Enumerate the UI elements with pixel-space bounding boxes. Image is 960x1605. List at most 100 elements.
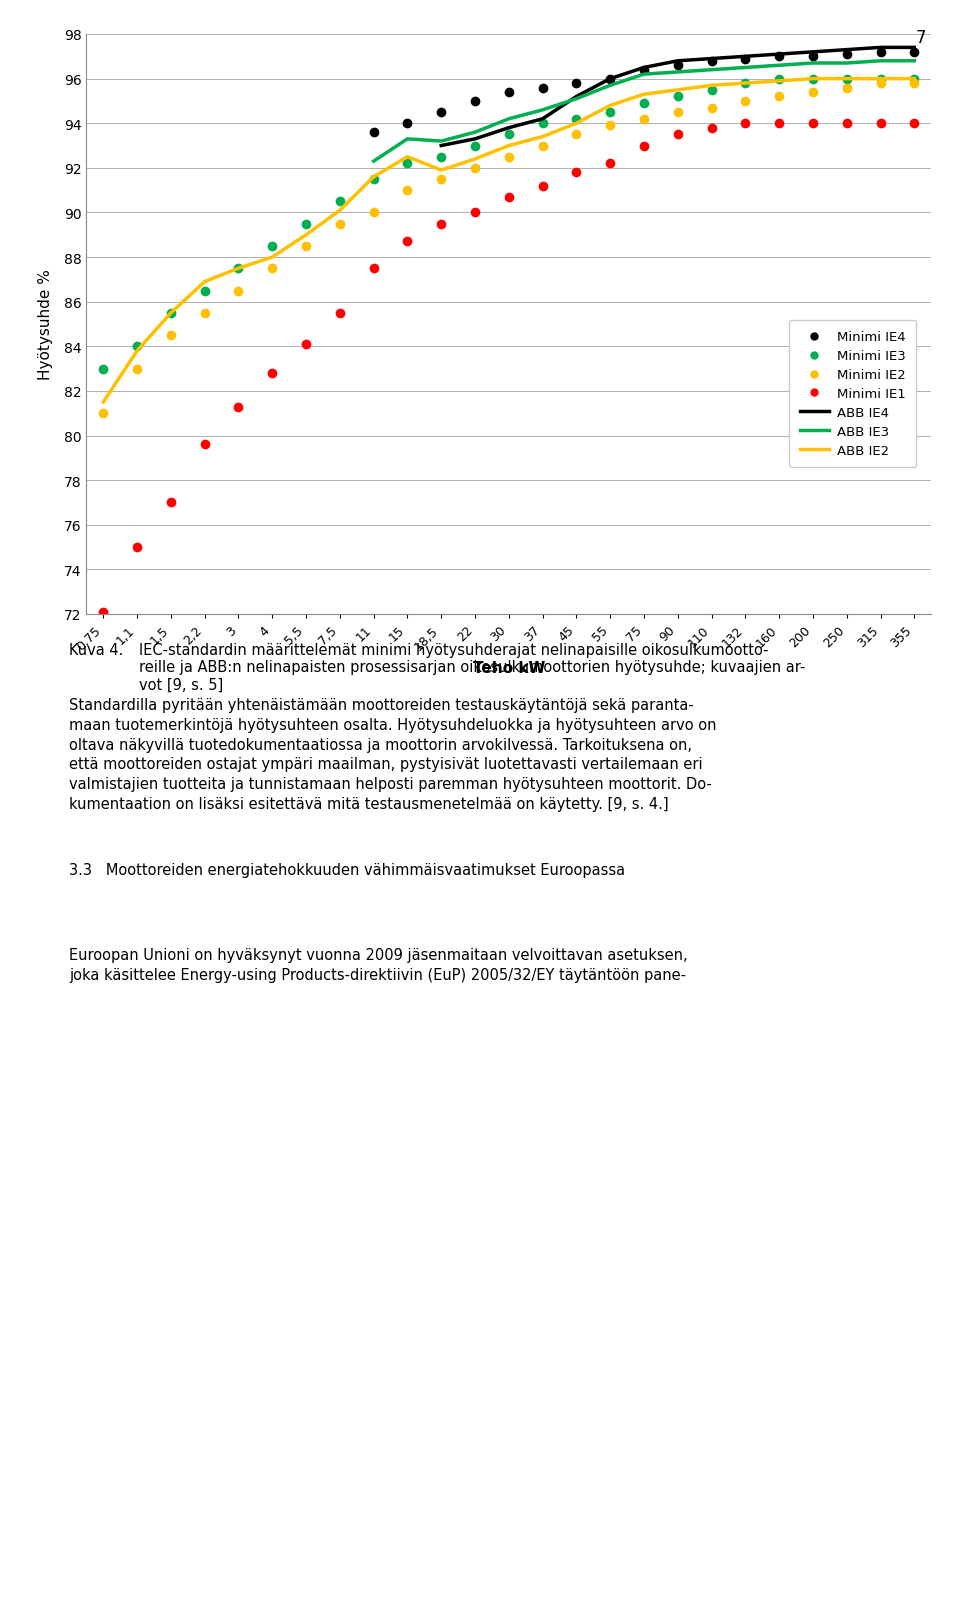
Minimi IE1 xyxy=(638,136,650,156)
Minimi IE2 xyxy=(908,74,920,93)
Minimi IE3 xyxy=(605,103,616,122)
Minimi IE3 xyxy=(875,71,886,90)
ABB IE2 xyxy=(774,72,785,91)
ABB IE2 xyxy=(841,71,852,90)
Minimi IE2 xyxy=(165,326,177,345)
ABB IE4 xyxy=(706,50,717,69)
Minimi IE4 xyxy=(638,61,650,80)
ABB IE4 xyxy=(469,130,481,149)
Minimi IE2 xyxy=(503,148,515,167)
Text: 7: 7 xyxy=(916,29,926,47)
ABB IE4 xyxy=(908,39,920,58)
ABB IE3 xyxy=(638,66,650,85)
Minimi IE3 xyxy=(300,215,312,234)
ABB IE4 xyxy=(537,111,548,130)
Minimi IE2 xyxy=(267,260,278,279)
Minimi IE3 xyxy=(199,282,210,302)
Minimi IE3 xyxy=(672,88,684,108)
Minimi IE4 xyxy=(605,71,616,90)
Minimi IE3 xyxy=(638,95,650,114)
ABB IE2 xyxy=(739,74,751,93)
Minimi IE1 xyxy=(908,114,920,133)
Minimi IE2 xyxy=(368,204,379,223)
Line: ABB IE3: ABB IE3 xyxy=(373,61,914,162)
Minimi IE2 xyxy=(199,303,210,323)
Text: Standardilla pyritään yhtenäistämään moottoreiden testauskäytäntöjä sekä paranta: Standardilla pyritään yhtenäistämään moo… xyxy=(69,698,716,812)
Minimi IE2 xyxy=(436,170,447,189)
Minimi IE1 xyxy=(503,188,515,207)
ABB IE2 xyxy=(165,303,177,323)
ABB IE3 xyxy=(774,56,785,75)
ABB IE4 xyxy=(774,45,785,64)
Text: Euroopan Unioni on hyväksynyt vuonna 2009 jäsenmaitaan velvoittavan asetuksen,
j: Euroopan Unioni on hyväksynyt vuonna 200… xyxy=(69,947,687,982)
ABB IE4 xyxy=(807,43,819,63)
Line: ABB IE4: ABB IE4 xyxy=(442,48,914,146)
ABB IE4 xyxy=(570,88,582,108)
Minimi IE2 xyxy=(875,74,886,93)
Minimi IE1 xyxy=(132,538,143,557)
ABB IE2 xyxy=(334,202,346,221)
ABB IE2 xyxy=(908,71,920,90)
Minimi IE1 xyxy=(875,114,886,133)
ABB IE2 xyxy=(706,77,717,96)
Minimi IE4 xyxy=(706,51,717,71)
Minimi IE4 xyxy=(469,91,481,111)
Minimi IE1 xyxy=(98,603,109,623)
Minimi IE3 xyxy=(401,154,413,173)
ABB IE4 xyxy=(841,42,852,61)
ABB IE2 xyxy=(401,148,413,167)
Minimi IE2 xyxy=(605,117,616,136)
ABB IE3 xyxy=(469,124,481,143)
ABB IE4 xyxy=(672,51,684,71)
Minimi IE4 xyxy=(807,48,819,67)
Line: Minimi IE3: Minimi IE3 xyxy=(99,75,919,374)
Text: IEC-standardin määrittelemät minimi hyötysuhderajat nelinapaisille oikosulkumoot: IEC-standardin määrittelemät minimi hyöt… xyxy=(139,642,805,692)
ABB IE4 xyxy=(605,71,616,90)
Minimi IE3 xyxy=(774,71,785,90)
Minimi IE1 xyxy=(199,435,210,454)
ABB IE3 xyxy=(841,55,852,74)
Minimi IE2 xyxy=(807,83,819,103)
Minimi IE1 xyxy=(605,154,616,173)
Minimi IE4 xyxy=(774,48,785,67)
ABB IE2 xyxy=(368,169,379,188)
Minimi IE2 xyxy=(638,111,650,130)
Minimi IE3 xyxy=(469,136,481,156)
ABB IE3 xyxy=(605,77,616,96)
ABB IE2 xyxy=(300,226,312,246)
Minimi IE4 xyxy=(908,43,920,63)
X-axis label: Teho kW: Teho kW xyxy=(472,661,545,676)
Minimi IE4 xyxy=(841,45,852,64)
Minimi IE3 xyxy=(570,111,582,130)
Minimi IE3 xyxy=(132,337,143,356)
ABB IE2 xyxy=(232,260,244,279)
Text: Kuva 4.: Kuva 4. xyxy=(69,642,124,658)
Minimi IE1 xyxy=(401,233,413,252)
Minimi IE1 xyxy=(334,303,346,323)
Minimi IE1 xyxy=(706,119,717,138)
ABB IE3 xyxy=(875,51,886,71)
Minimi IE2 xyxy=(232,282,244,302)
Minimi IE1 xyxy=(436,215,447,234)
ABB IE3 xyxy=(706,61,717,80)
Minimi IE3 xyxy=(368,170,379,189)
ABB IE4 xyxy=(503,119,515,138)
ABB IE4 xyxy=(638,59,650,79)
Minimi IE3 xyxy=(739,74,751,93)
Minimi IE1 xyxy=(570,164,582,183)
Minimi IE4 xyxy=(503,83,515,103)
ABB IE2 xyxy=(199,273,210,292)
Minimi IE2 xyxy=(334,215,346,234)
ABB IE4 xyxy=(436,136,447,156)
ABB IE2 xyxy=(98,393,109,412)
ABB IE2 xyxy=(875,71,886,90)
Minimi IE2 xyxy=(672,103,684,122)
Minimi IE1 xyxy=(739,114,751,133)
Minimi IE1 xyxy=(774,114,785,133)
Line: ABB IE2: ABB IE2 xyxy=(104,80,914,403)
ABB IE3 xyxy=(503,111,515,130)
ABB IE2 xyxy=(537,128,548,148)
Minimi IE2 xyxy=(401,181,413,201)
Minimi IE2 xyxy=(570,125,582,144)
Minimi IE4 xyxy=(570,74,582,93)
